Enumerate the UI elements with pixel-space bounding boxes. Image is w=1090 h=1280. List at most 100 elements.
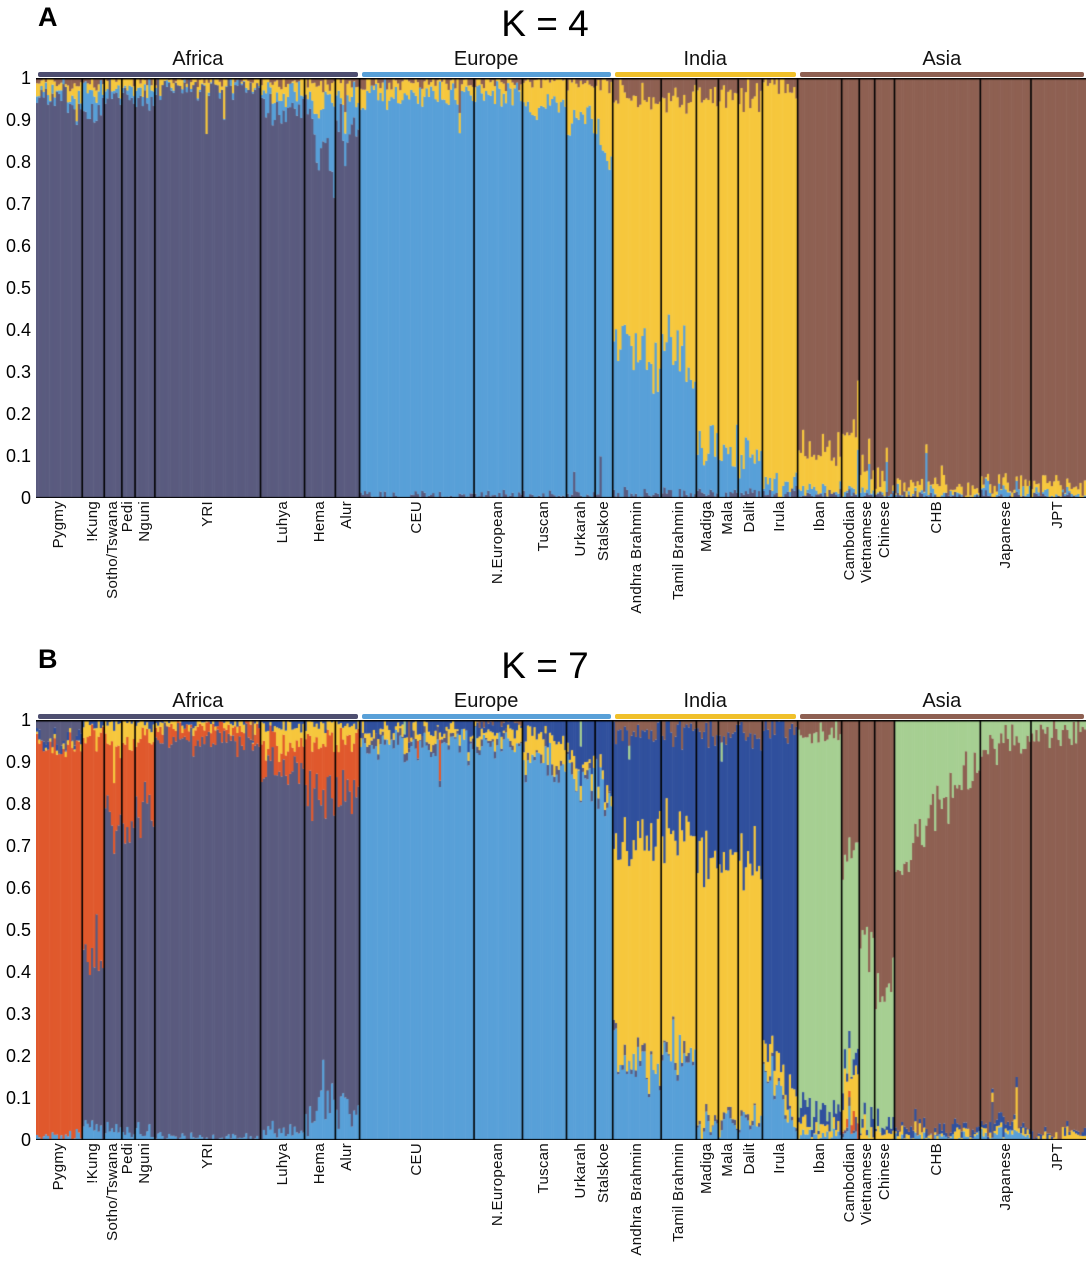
population-label: Luhya [273,1143,291,1186]
population-label: Andhra Brahmin [627,501,645,614]
y-tick-label: 0.1 [5,1088,31,1108]
y-axis-a: 1 0.9 0.8 0.7 0.6 0.5 0.4 0.3 0.2 0.1 0 [4,69,36,507]
region-label: Africa [172,48,224,70]
population-label: Dalit [741,501,759,533]
population-label: Tuscan [535,1143,553,1194]
population-label: Urkarah [571,1143,589,1199]
region-underline [614,714,796,719]
population-label: N.European [489,1143,507,1227]
y-tick-label: 0.2 [5,1046,31,1066]
y-tick-label: 0.7 [5,836,31,856]
y-tick-label: 0.4 [5,320,31,340]
region-label: India [683,690,727,712]
panel-a-titlebar: A K = 4 [4,2,1086,48]
population-label: Madiga [698,501,716,552]
population-label: CEU [407,501,425,534]
population-label: Nguni [135,1143,153,1184]
population-label: Pygmy [50,1143,68,1191]
y-tick-label: 0.8 [5,794,31,814]
population-label: Urkarah [571,501,589,557]
panel-b-title: K = 7 [501,645,589,686]
population-label: YRI [198,501,216,527]
population-label: Japanese [996,501,1014,569]
y-tick-label: 0.3 [5,362,31,382]
population-label: Alur [338,501,356,529]
population-label: Mala [719,501,737,535]
region-asia: Asia [798,690,1086,720]
panel-b-titlebar: B K = 7 [4,644,1086,690]
population-label: Stalskoe [594,1143,612,1203]
population-label: Iban [810,1143,828,1174]
population-label: JPT [1049,501,1067,529]
y-tick-label: 0.9 [5,110,31,130]
y-tick-label: 0.1 [5,446,31,466]
population-label: Tuscan [535,501,553,552]
panel-a-letter: A [38,2,58,32]
population-label: JPT [1049,1143,1067,1171]
region-underline [38,714,358,719]
population-label: Irula [771,501,789,532]
region-europe: Europe [360,48,613,78]
population-labels-b: Pygmy !Kung Sotho/Tswana Pedi Nguni YRI Luhya H… [36,1140,1086,1280]
region-underline [799,714,1084,719]
region-headers-b: Africa Europe India Asia [36,690,1086,720]
y-tick-label: 0.5 [5,920,31,940]
y-tick-label: 0.6 [5,236,31,256]
population-label: Dalit [741,1143,759,1175]
population-label: N.European [489,501,507,585]
population-label: Mala [719,1143,737,1177]
y-tick-label: 0 [20,1130,31,1150]
region-underline [361,714,611,719]
region-underline [799,72,1084,77]
region-africa: Africa [36,690,360,720]
population-label: Tamil Brahmin [669,1143,687,1242]
population-label: Chinese [875,1143,893,1201]
region-india: India [613,690,798,720]
region-label: Asia [922,48,962,70]
region-headers-a: Africa Europe India Asia [36,48,1086,78]
y-tick-label: 0.3 [5,1004,31,1024]
population-label: Chinese [875,501,893,559]
region-asia: Asia [798,48,1086,78]
admixture-plot-a [36,78,1086,498]
population-label: Japanese [996,1143,1014,1211]
region-underline [38,72,358,77]
y-tick-label: 0.7 [5,194,31,214]
population-label: Nguni [135,501,153,542]
population-label: CHB [928,501,946,534]
population-label: Hema [310,1143,328,1185]
population-label: Alur [338,1143,356,1171]
region-label: Europe [453,690,519,712]
region-underline [614,72,796,77]
region-africa: Africa [36,48,360,78]
population-label: Stalskoe [594,501,612,561]
population-label: YRI [198,1143,216,1169]
panel-b-letter: B [38,644,58,674]
population-label: Pedi [119,1143,137,1175]
y-tick-label: 1 [20,710,31,730]
y-tick-label: 0.8 [5,152,31,172]
y-tick-label: 0.5 [5,278,31,298]
y-tick-label: 1 [20,68,31,88]
population-label: Irula [771,1143,789,1174]
population-label: CEU [407,1143,425,1176]
y-tick-label: 0.2 [5,404,31,424]
plot-row-b: 1 0.9 0.8 0.7 0.6 0.5 0.4 0.3 0.2 0.1 0 [4,711,1086,1149]
population-label: Cambodian [841,1143,859,1223]
panel-a: A K = 4 Africa Europe India Asia 1 0.9 0.8 0.7… [4,2,1086,638]
region-label: Asia [922,690,962,712]
population-label: Luhya [273,501,291,544]
population-label: !Kung [84,501,102,542]
population-label: Madiga [698,1143,716,1194]
population-label: Vietnamese [857,1143,875,1225]
region-label: Africa [172,690,224,712]
population-label: Pedi [119,501,137,533]
y-tick-label: 0 [20,488,31,508]
region-underline [361,72,611,77]
population-label: Hema [310,501,328,543]
y-axis-b: 1 0.9 0.8 0.7 0.6 0.5 0.4 0.3 0.2 0.1 0 [4,711,36,1149]
population-label: Andhra Brahmin [627,1143,645,1256]
admixture-plot-b [36,720,1086,1140]
y-tick-label: 0.4 [5,962,31,982]
